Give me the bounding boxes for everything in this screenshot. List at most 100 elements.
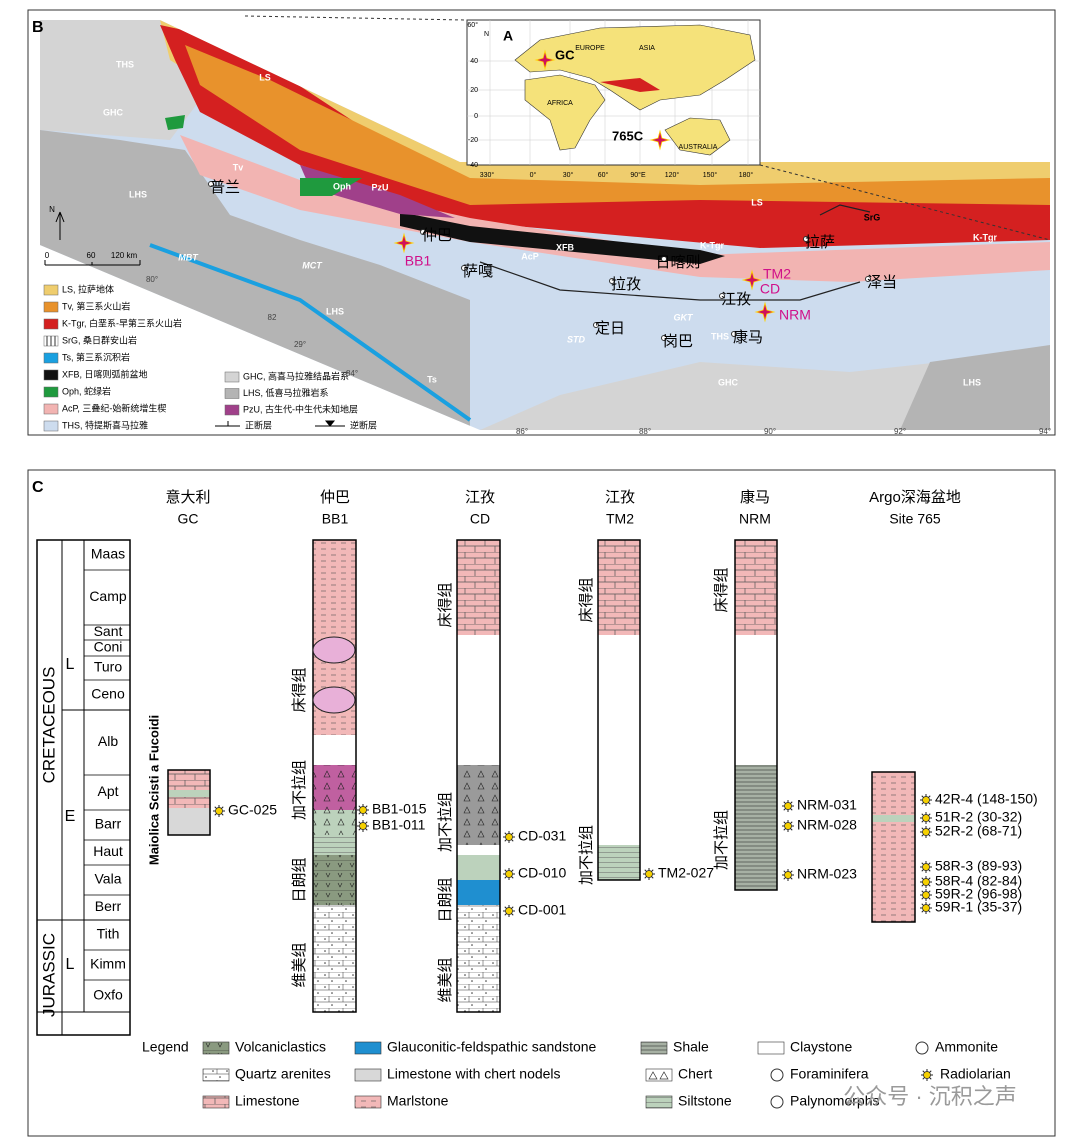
- radiolarian-icon: [782, 820, 794, 832]
- legend-label: 正断层: [245, 419, 272, 430]
- legend-label: Tv, 第三系火山岩: [62, 300, 130, 311]
- normal-fault-symbol: [215, 421, 240, 427]
- city-label: 拉萨: [805, 234, 835, 251]
- site-label: CD: [760, 281, 780, 297]
- legend-label: Ts, 第三系沉积岩: [62, 351, 130, 362]
- lithology-unit: [872, 822, 915, 922]
- icon-core: [922, 828, 930, 836]
- legend-label: AcP, 三叠纪-始新统增生楔: [62, 402, 166, 413]
- formation-label: 日朗组: [291, 857, 308, 902]
- legend-label: Claystone: [790, 1039, 852, 1055]
- sample-label: 42R-4 (148-150): [935, 791, 1038, 807]
- site-star: [754, 301, 776, 323]
- stage-label: Tith: [97, 926, 120, 942]
- radiolarian-icon: [920, 889, 932, 901]
- lithology-unit: [313, 835, 356, 855]
- legend-swatch: [43, 284, 59, 296]
- legend-label: Siltstone: [678, 1093, 732, 1109]
- legend-label: Oph, 蛇绿岩: [62, 385, 111, 396]
- legend-label: Chert: [678, 1066, 712, 1082]
- unit-label: GKT: [674, 312, 695, 322]
- radiolarian-icon: [920, 861, 932, 873]
- epoch-label: L: [66, 956, 75, 973]
- site-label: NRM: [779, 307, 811, 323]
- icon-core: [359, 822, 367, 830]
- lithology-unit: [313, 735, 356, 765]
- panel-label: A: [503, 28, 513, 44]
- column-code: GC: [178, 511, 199, 527]
- column-frame: [597, 539, 641, 881]
- unit-label: MCT: [302, 260, 323, 270]
- panel-label: B: [32, 19, 44, 36]
- stage-label: Oxfo: [93, 987, 123, 1003]
- radiolarian-icon: [920, 902, 932, 914]
- icon-core: [784, 802, 792, 810]
- city-label: 仲巴: [422, 227, 452, 244]
- inset-site: GC: [555, 47, 575, 62]
- unit-ghc: [480, 350, 1050, 430]
- icon-core: [922, 814, 930, 822]
- lat-tick: -40: [468, 162, 478, 169]
- legend-label: Shale: [673, 1039, 709, 1055]
- icon-core: [505, 833, 513, 841]
- city-dot: [593, 322, 599, 328]
- column-code: TM2: [606, 511, 634, 527]
- legend-label: Limestone with chert nodels: [387, 1066, 561, 1082]
- city-dot: [208, 181, 214, 187]
- formation-label: 加不拉组: [291, 760, 308, 820]
- icon-core: [922, 878, 930, 886]
- panel-c-frame: [27, 469, 1056, 1137]
- sample-label: 59R-2 (96-98): [935, 886, 1022, 902]
- radiolarian-icon: [503, 831, 515, 843]
- coord-label: 84°: [346, 369, 358, 378]
- column-frame: [871, 771, 916, 923]
- site-star: [741, 269, 763, 291]
- lat-tick: 0: [474, 113, 478, 120]
- thrust-fault-symbol: [315, 420, 345, 427]
- chert-overlay: [313, 765, 356, 835]
- legend-label: Radiolarian: [940, 1066, 1011, 1082]
- icon-core: [784, 871, 792, 879]
- column-name: 仲巴: [320, 489, 350, 506]
- city-dot: [461, 265, 467, 271]
- unit-label: PzU: [371, 182, 388, 192]
- city-dot: [719, 293, 725, 299]
- lithology-unit: [168, 808, 210, 835]
- icon-core: [923, 1071, 931, 1079]
- sample-label: 51R-2 (30-32): [935, 809, 1022, 825]
- legend-label: Ammonite: [935, 1039, 998, 1055]
- stage-label: Barr: [95, 816, 122, 832]
- formation-label: 日朗组: [437, 877, 454, 922]
- unit-label: MBT: [178, 252, 199, 262]
- thrust-fault: [479, 261, 861, 301]
- inset-map: [467, 20, 760, 165]
- lithology-unit: [598, 635, 640, 845]
- radiolarian-icon: [503, 905, 515, 917]
- legend-label: THS, 特提斯喜马拉雅: [62, 419, 148, 430]
- column-code: BB1: [322, 511, 349, 527]
- scale-label: N: [49, 205, 55, 214]
- region-label: EUROPE: [575, 45, 605, 52]
- lithology-unit: [872, 815, 915, 822]
- legend-swatch: [202, 1041, 230, 1055]
- legend-swatch: [43, 301, 59, 313]
- lithology-unit: [872, 772, 915, 815]
- legend-swatch: [354, 1095, 382, 1109]
- lithology-unit: [457, 855, 500, 880]
- legend-swatch: [43, 318, 59, 330]
- scale-label: 0: [45, 251, 50, 260]
- legend-label: 逆断层: [350, 419, 377, 430]
- city-label: 康马: [733, 329, 763, 346]
- column-name: Argo深海盆地: [869, 489, 961, 506]
- formation-label: 加不拉组: [437, 792, 454, 852]
- lithology-unit: [168, 770, 210, 790]
- icon-core: [645, 870, 653, 878]
- panel-b-frame: [27, 9, 1056, 436]
- formation-label: 床得组: [713, 567, 730, 612]
- unit-label: LS: [259, 72, 271, 82]
- column-code: NRM: [739, 511, 771, 527]
- unit-label: Ts: [427, 374, 437, 384]
- lon-tick: 330°: [480, 171, 495, 179]
- lon-tick: 150°: [703, 171, 718, 179]
- stage-label: Maas: [91, 546, 125, 562]
